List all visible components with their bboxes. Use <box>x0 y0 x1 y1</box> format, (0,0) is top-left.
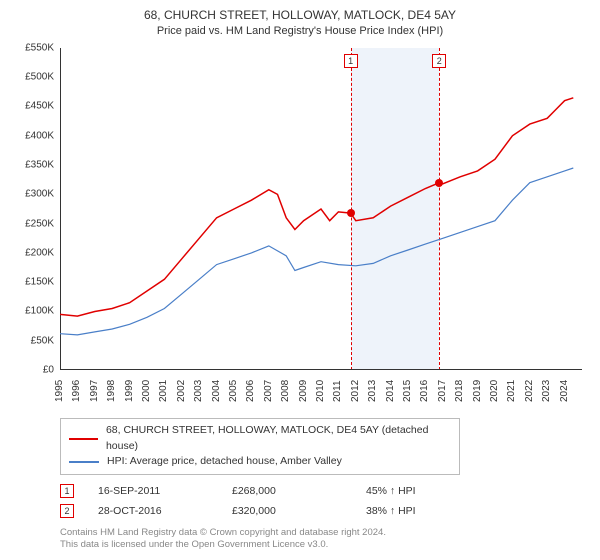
legend-item: HPI: Average price, detached house, Ambe… <box>69 454 451 470</box>
x-tick-label: 2024 <box>559 380 571 402</box>
series-hpi <box>60 168 573 335</box>
legend-swatch <box>69 438 98 440</box>
sales-table: 1 16-SEP-2011 £268,000 45% ↑ HPI 2 28-OCT-201… <box>60 481 588 521</box>
legend-item: 68, CHURCH STREET, HOLLOWAY, MATLOCK, DE… <box>69 423 451 455</box>
x-tick-label: 1997 <box>89 380 101 402</box>
sales-row-price: £268,000 <box>232 485 342 497</box>
x-tick-label: 2005 <box>228 380 240 402</box>
x-tick-label: 2018 <box>454 380 466 402</box>
y-tick-label: £450K <box>12 101 54 112</box>
legend-label: HPI: Average price, detached house, Ambe… <box>107 454 342 470</box>
x-tick-label: 2008 <box>280 380 292 402</box>
y-tick-label: £150K <box>12 277 54 288</box>
x-tick-label: 2019 <box>472 380 484 402</box>
x-tick-label: 2000 <box>141 380 153 402</box>
x-tick-label: 1995 <box>54 380 66 402</box>
sales-row: 2 28-OCT-2016 £320,000 38% ↑ HPI <box>60 501 588 521</box>
legend-label: 68, CHURCH STREET, HOLLOWAY, MATLOCK, DE… <box>106 423 451 455</box>
sales-row-date: 28-OCT-2016 <box>98 505 208 517</box>
x-tick-label: 2014 <box>385 380 397 402</box>
sales-row-marker: 2 <box>60 504 74 518</box>
sale-marker-box: 2 <box>432 54 446 68</box>
y-tick-label: £200K <box>12 247 54 258</box>
x-tick-label: 2017 <box>437 380 449 402</box>
y-tick-label: £250K <box>12 218 54 229</box>
x-tick-label: 2015 <box>402 380 414 402</box>
x-tick-label: 2013 <box>367 380 379 402</box>
sales-row-price: £320,000 <box>232 505 342 517</box>
y-tick-label: £350K <box>12 159 54 170</box>
y-tick-label: £0 <box>12 364 54 375</box>
x-tick-label: 2001 <box>158 380 170 402</box>
x-tick-label: 2010 <box>315 380 327 402</box>
legend-swatch <box>69 461 99 463</box>
chart-area: £0 £50K £100K £150K £200K £250K £300K £350K £400… <box>12 44 588 414</box>
y-tick-label: £550K <box>12 42 54 53</box>
x-tick-label: 2003 <box>193 380 205 402</box>
y-tick-label: £500K <box>12 72 54 83</box>
x-tick-label: 2021 <box>506 380 518 402</box>
y-tick-label: £100K <box>12 306 54 317</box>
x-tick-label: 2020 <box>489 380 501 402</box>
footer-line1: Contains HM Land Registry data © Crown c… <box>60 527 588 539</box>
x-tick-label: 2004 <box>211 380 223 402</box>
y-tick-label: £300K <box>12 189 54 200</box>
x-tick-label: 2022 <box>524 380 536 402</box>
x-tick-label: 1998 <box>106 380 118 402</box>
x-tick-label: 2016 <box>419 380 431 402</box>
sale-marker-dot <box>347 209 355 217</box>
y-tick-label: £50K <box>12 335 54 346</box>
line-chart-svg <box>60 48 582 370</box>
sales-row-delta: 38% ↑ HPI <box>366 505 476 517</box>
x-tick-label: 2007 <box>263 380 275 402</box>
x-tick-label: 2006 <box>245 380 257 402</box>
x-tick-label: 2012 <box>350 380 362 402</box>
sale-marker-dot <box>435 179 443 187</box>
x-tick-label: 2009 <box>298 380 310 402</box>
sales-row-marker: 1 <box>60 484 74 498</box>
x-tick-label: 2023 <box>541 380 553 402</box>
x-tick-label: 2011 <box>332 380 344 402</box>
sales-row-delta: 45% ↑ HPI <box>366 485 476 497</box>
sales-row-date: 16-SEP-2011 <box>98 485 208 497</box>
x-tick-label: 1996 <box>71 380 83 402</box>
chart-title: 68, CHURCH STREET, HOLLOWAY, MATLOCK, DE… <box>12 8 588 24</box>
series-property <box>60 98 573 316</box>
sales-row: 1 16-SEP-2011 £268,000 45% ↑ HPI <box>60 481 588 501</box>
x-tick-label: 2002 <box>176 380 188 402</box>
y-tick-label: £400K <box>12 130 54 141</box>
footer-attribution: Contains HM Land Registry data © Crown c… <box>60 527 588 552</box>
chart-subtitle: Price paid vs. HM Land Registry's House … <box>12 24 588 38</box>
legend: 68, CHURCH STREET, HOLLOWAY, MATLOCK, DE… <box>60 418 460 475</box>
sale-marker-box: 1 <box>344 54 358 68</box>
footer-line2: This data is licensed under the Open Gov… <box>60 539 588 551</box>
x-tick-label: 1999 <box>124 380 136 402</box>
